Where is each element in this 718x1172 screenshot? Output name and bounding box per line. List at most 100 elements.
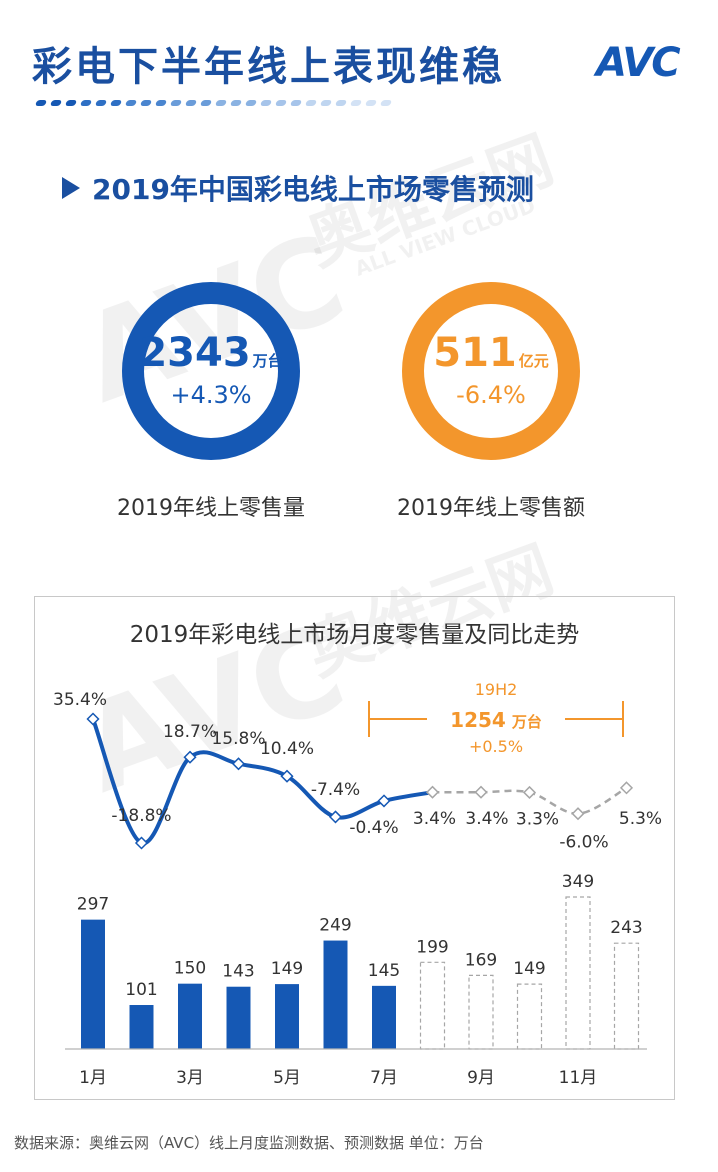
data-source-note: 数据来源：奥维云网（AVC）线上月度监测数据、预测数据 单位：万台 <box>14 1134 484 1152</box>
dash-segment <box>214 100 228 106</box>
volume-label-9: 169 <box>465 950 497 970</box>
yoy-label-9: 3.4% <box>465 809 508 829</box>
h2-total-value: 1254 万台 <box>450 708 542 732</box>
volume-stat-unit: 万台 <box>252 352 283 370</box>
volume-label-3: 150 <box>174 959 206 979</box>
yoy-label-11: -6.0% <box>559 833 608 853</box>
yoy-point-11 <box>571 807 585 821</box>
volume-bar-4 <box>226 986 251 1049</box>
dash-segment <box>304 100 318 106</box>
dash-segment <box>139 100 153 106</box>
yoy-point-2 <box>134 836 149 850</box>
h2-change-label: +0.5% <box>469 737 523 756</box>
yoy-label-1: 35.4% <box>53 690 107 710</box>
page-title: 彩电下半年线上表现维稳 <box>32 44 505 90</box>
yoy-label-5: 10.4% <box>260 739 314 759</box>
yoy-point-9 <box>474 785 488 799</box>
volume-bar-3 <box>178 983 202 1049</box>
forecast-volume-bar-11 <box>565 896 591 1050</box>
yoy-point-5 <box>280 769 294 783</box>
yoy-point-4 <box>231 757 246 771</box>
yoy-label-6: -7.4% <box>311 780 360 800</box>
yoy-label-8: 3.4% <box>413 809 456 829</box>
decorative-dash-line <box>34 100 393 106</box>
volume-label-10: 149 <box>513 959 545 979</box>
yoy-point-8 <box>425 785 440 799</box>
dash-segment <box>364 100 378 106</box>
yoy-point-7 <box>377 794 391 808</box>
dash-segment <box>154 100 168 106</box>
yoy-label-7: -0.4% <box>349 818 398 838</box>
volume-label-2: 101 <box>125 980 157 1000</box>
volume-bar-2 <box>129 1005 154 1049</box>
volume-bar-7 <box>372 985 396 1049</box>
chart-title: 2019年彩电线上市场月度零售量及同比走势 <box>129 622 580 648</box>
dash-segment <box>244 100 258 106</box>
x-tick-label: 1月 <box>79 1068 107 1088</box>
x-tick-label: 5月 <box>273 1068 301 1088</box>
avc-logo: AVC <box>596 40 681 86</box>
yoy-point-6 <box>328 810 343 824</box>
dash-segment <box>109 100 123 106</box>
value-stat-value: 511 亿元 <box>433 330 549 376</box>
yoy-label-12: 5.3% <box>619 809 662 829</box>
dash-segment <box>319 100 333 106</box>
value-stat-ring: 511 亿元 -6.4% <box>402 282 580 460</box>
dash-segment <box>169 100 183 106</box>
volume-bar-6 <box>323 940 348 1049</box>
volume-stat-ring: 2343 万台 +4.3% <box>122 282 300 460</box>
yoy-point-3 <box>183 750 197 764</box>
chart-panel: 2019年彩电线上市场月度零售量及同比走势 297 101 150 143 149 249… <box>34 596 675 1100</box>
value-stat-label: 2019年线上零售额 <box>397 496 585 521</box>
volume-label-5: 149 <box>271 959 303 979</box>
volume-bar-5 <box>275 984 299 1049</box>
dash-segment <box>49 100 63 106</box>
volume-bar-1 <box>81 919 105 1049</box>
dash-segment <box>259 100 273 106</box>
volume-label-8: 199 <box>416 937 448 957</box>
value-stat-change: -6.4% <box>456 381 526 409</box>
dash-segment <box>199 100 213 106</box>
yoy-label-2: -18.8% <box>111 806 171 826</box>
section-heading-text: 2019年中国彩电线上市场零售预测 <box>92 173 534 206</box>
volume-stat-value: 2343 万台 <box>139 330 283 376</box>
volume-label-1: 297 <box>77 895 109 915</box>
h2-total-number: 1254 <box>450 708 506 732</box>
x-tick-label: 7月 <box>370 1068 398 1088</box>
yoy-label-3: 18.7% <box>163 722 217 742</box>
volume-label-12: 243 <box>610 918 642 938</box>
x-tick-label: 11月 <box>559 1068 598 1088</box>
volume-label-7: 145 <box>368 961 400 981</box>
forecast-volume-bar-8 <box>419 961 446 1050</box>
chart-svg: 297 101 150 143 149 249 145 199 169 149 349 243 1月 3月… <box>53 680 662 1088</box>
dash-segment <box>379 100 393 106</box>
volume-label-4: 143 <box>222 962 254 982</box>
volume-stat-change: +4.3% <box>170 381 252 409</box>
dash-segment <box>64 100 78 106</box>
section-heading: 2019年中国彩电线上市场零售预测 <box>62 168 534 208</box>
yoy-point-1 <box>86 712 100 726</box>
play-triangle-icon <box>62 177 80 199</box>
dash-segment <box>229 100 243 106</box>
yoy-label-4: 15.8% <box>211 729 265 749</box>
forecast-volume-bar-12 <box>613 942 640 1050</box>
x-tick-label: 3月 <box>176 1068 204 1088</box>
volume-label-11: 349 <box>562 872 594 892</box>
h2-period-label: 19H2 <box>475 680 518 699</box>
yoy-point-12 <box>619 781 634 795</box>
x-tick-label: 9月 <box>467 1068 495 1088</box>
dash-segment <box>184 100 198 106</box>
dash-segment <box>334 100 348 106</box>
dash-segment <box>94 100 108 106</box>
dash-segment <box>79 100 93 106</box>
dash-segment <box>349 100 363 106</box>
forecast-volume-bar-10 <box>516 983 543 1050</box>
yoy-label-10: 3.3% <box>516 809 559 829</box>
forecast-volume-bar-9 <box>468 974 494 1050</box>
volume-label-6: 249 <box>319 916 351 936</box>
h2-total-unit: 万台 <box>511 713 542 731</box>
dash-segment <box>289 100 303 106</box>
dash-segment <box>34 100 48 106</box>
volume-stat-label: 2019年线上零售量 <box>117 496 305 521</box>
dash-segment <box>274 100 288 106</box>
